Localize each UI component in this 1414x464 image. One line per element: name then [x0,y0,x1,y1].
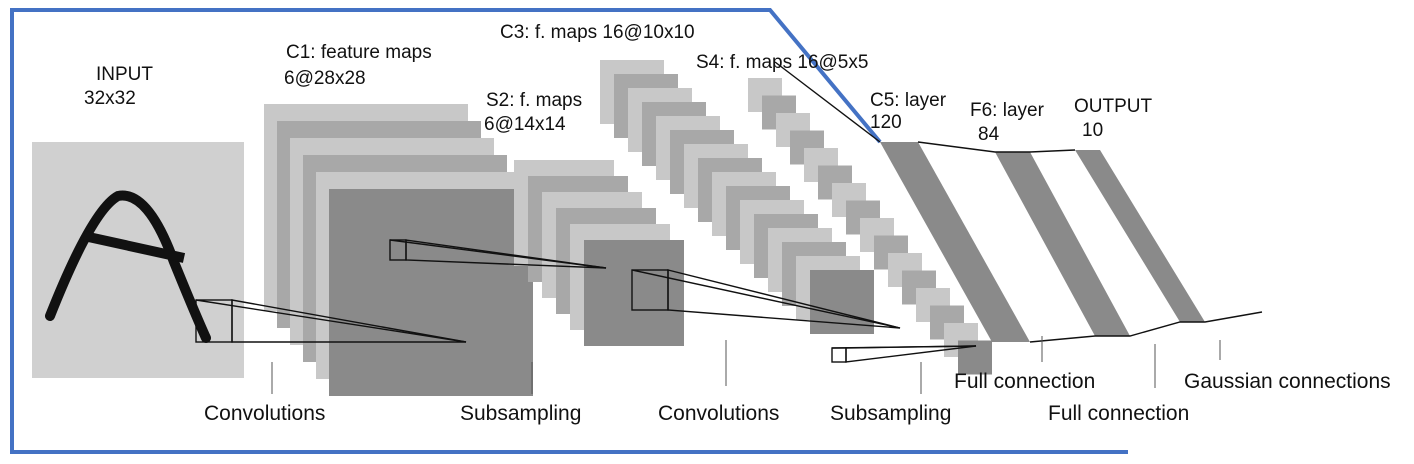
s2-size-label: 6@14x14 [484,114,566,135]
input-label: INPUT [96,64,153,85]
c3-feature-map-16 [810,270,874,334]
s4-feature-map-stack [748,78,992,375]
f6-label: F6: layer [970,100,1045,121]
c1-feature-map-6 [329,189,533,396]
c3-label: C3: f. maps 16@10x10 [500,22,695,43]
s4-label: S4: f. maps 16@5x5 [696,52,868,73]
s2-feature-map-stack [514,160,684,346]
s2-label: S2: f. maps [486,90,582,111]
s2-feature-map-6 [584,240,684,346]
sub2-caption: Subsampling [830,402,951,425]
c5-label: C5: layer [870,90,947,111]
output-layer-bar [1075,150,1205,322]
c1-feature-map-stack [264,104,533,396]
c3-feature-map-stack [600,60,874,334]
gauss-caption: Gaussian connections [1184,370,1391,393]
c5-size-label: 120 [870,112,902,133]
conv1-caption: Convolutions [204,402,325,425]
full1-caption: Full connection [954,370,1095,393]
f6-layer-bar [995,152,1130,336]
output-size-label: 10 [1082,120,1103,141]
conv2-caption: Convolutions [658,402,779,425]
c1-label: C1: feature maps [286,42,432,63]
caption-ticks [271,336,1221,394]
sub1-caption: Subsampling [460,402,581,425]
f6-size-label: 84 [978,124,1000,145]
full2-caption: Full connection [1048,402,1189,425]
output-label: OUTPUT [1074,96,1153,117]
receptive-field-projections [195,61,1263,363]
input-size-label: 32x32 [84,88,136,109]
frame-outline [10,8,1128,454]
c1-size-label: 6@28x28 [284,68,366,89]
input-letter-crossbar [82,231,186,263]
c5-layer-bar [880,142,1030,342]
